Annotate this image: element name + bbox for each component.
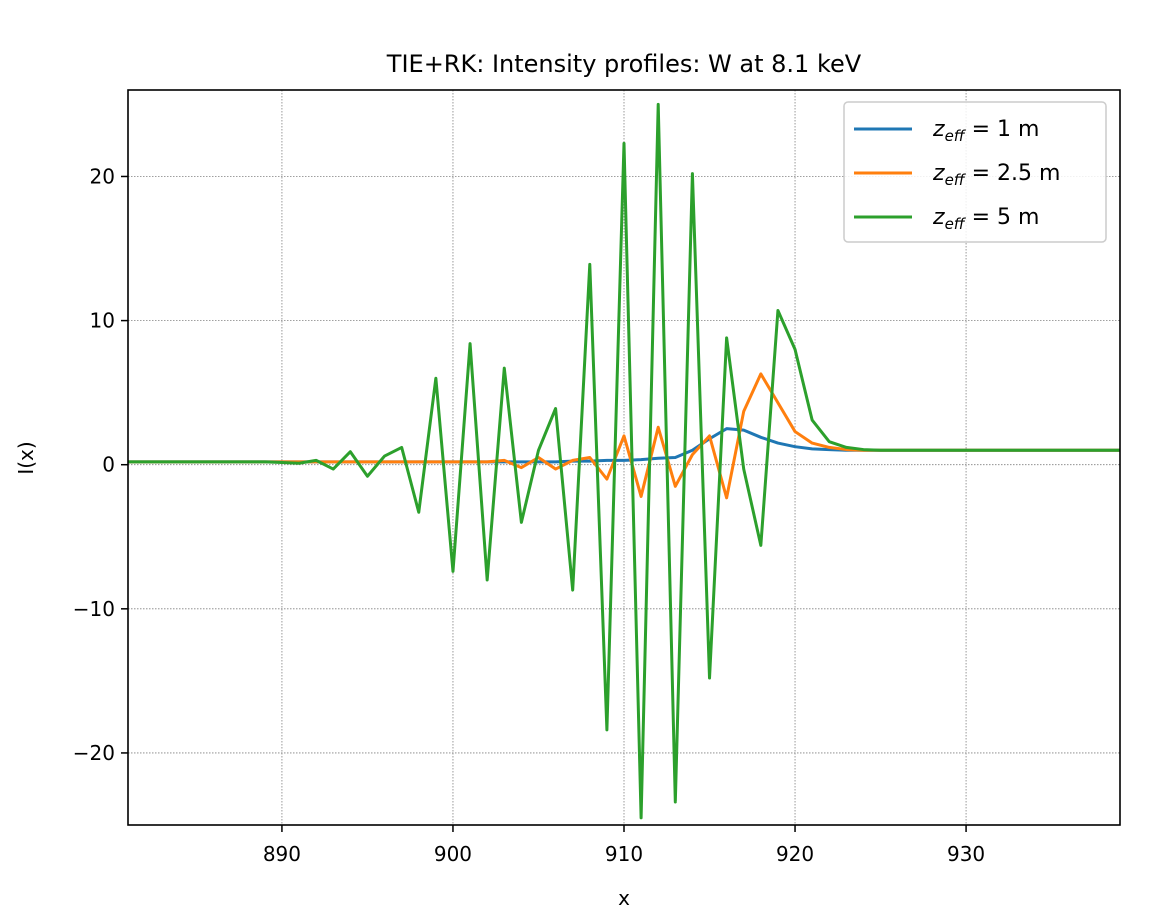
grid: [128, 90, 1120, 825]
y-tick-label: −20: [73, 741, 115, 765]
y-tick-label: −10: [73, 597, 115, 621]
x-tick-label: 920: [776, 842, 814, 866]
y-tick-label: 20: [90, 164, 115, 188]
legend: zeff = 1 m zeff = 2.5 m zeff = 5 m: [843, 101, 1107, 243]
x-tick-label: 910: [605, 842, 643, 866]
legend-label: zeff = 1 m: [932, 117, 1039, 145]
chart-title: TIE+RK: Intensity profiles: W at 8.1 keV: [386, 50, 862, 78]
series-line-3: [128, 102, 1120, 820]
y-tick-label: 0: [102, 453, 115, 477]
axis-ticks: 890 900 910 920 930 −20 −10 0 10 20: [73, 164, 985, 866]
legend-label: zeff = 2.5 m: [932, 161, 1060, 189]
legend-box: [843, 101, 1107, 243]
plot-lines: [128, 102, 1120, 820]
x-tick-label: 930: [947, 842, 985, 866]
y-tick-label: 10: [90, 309, 115, 333]
x-axis-label: x: [618, 886, 630, 910]
x-tick-label: 900: [434, 842, 472, 866]
x-tick-label: 890: [263, 842, 301, 866]
legend-label: zeff = 5 m: [932, 205, 1039, 233]
y-axis-label: I(x): [14, 441, 38, 474]
